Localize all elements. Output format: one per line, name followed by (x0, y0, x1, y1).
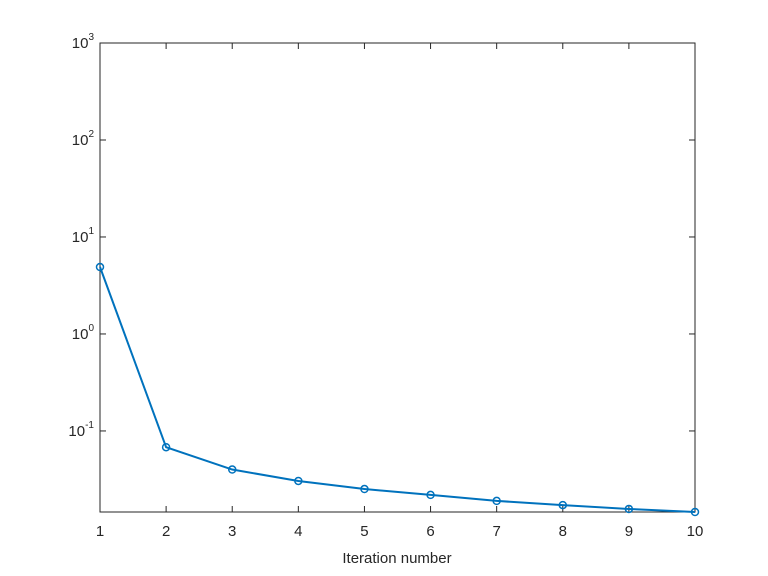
y-tick-base: 10 (72, 35, 89, 52)
marker (690, 507, 700, 517)
y-tick-exponent: -1 (85, 420, 94, 431)
y-tick-label: 100 (72, 323, 95, 343)
y-tick-exponent: 1 (88, 226, 94, 237)
x-tick-label: 1 (96, 523, 104, 540)
marker (492, 496, 501, 506)
y-tick-exponent: 3 (88, 32, 94, 43)
marker (161, 442, 171, 452)
marker (624, 504, 634, 514)
x-tick-label: 6 (426, 523, 434, 540)
y-tick-exponent: 0 (88, 323, 94, 334)
marker (360, 484, 369, 494)
x-tick-label: 2 (162, 523, 170, 540)
y-tick-base: 10 (72, 326, 89, 343)
x-tick-label: 9 (625, 523, 633, 540)
y-tick-exponent: 2 (88, 129, 94, 140)
y-tick-label: 10-1 (68, 420, 94, 440)
x-tick-label: 5 (360, 523, 368, 540)
x-axis-label: Iteration number (342, 550, 451, 567)
marker (95, 262, 105, 272)
x-tick-label: 8 (559, 523, 567, 540)
y-tick-base: 10 (72, 229, 89, 246)
y-tick-label: 102 (72, 129, 95, 149)
x-tick-label: 4 (294, 523, 302, 540)
y-tick-base: 10 (68, 423, 85, 440)
y-tick-label: 103 (72, 32, 95, 52)
y-tick-base: 10 (72, 132, 89, 149)
series-line (99, 266, 696, 513)
x-tick-label: 3 (228, 523, 236, 540)
marker (426, 490, 435, 500)
marker (558, 500, 568, 510)
x-tick-label: 10 (687, 523, 704, 540)
marker (227, 465, 237, 474)
marker (294, 476, 303, 486)
axes-box (99, 42, 696, 513)
y-tick-label: 101 (72, 226, 95, 246)
x-tick-label: 7 (492, 523, 500, 540)
